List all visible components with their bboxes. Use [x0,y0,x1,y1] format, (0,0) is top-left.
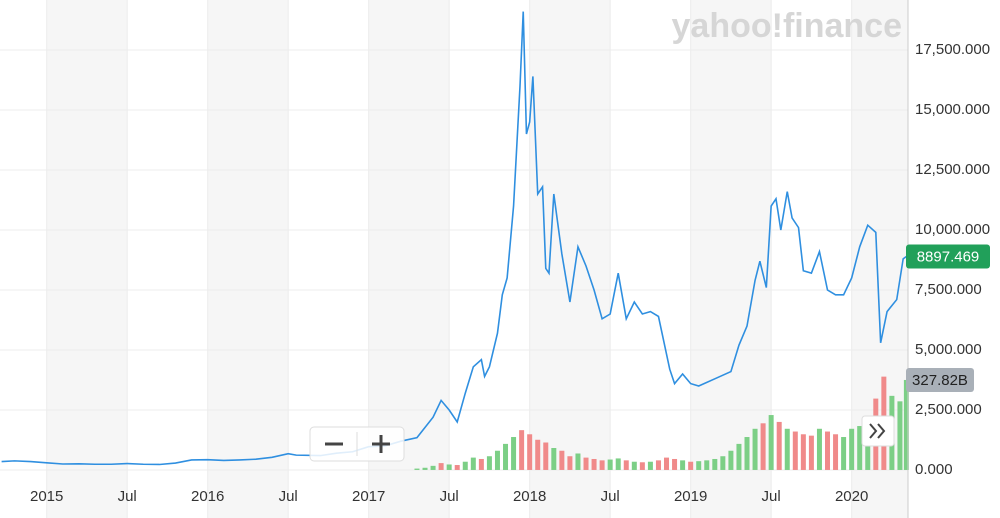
volume-bar [478,458,484,470]
volume-bar [551,448,557,470]
badge-label: 327.82B [912,372,968,389]
volume-bar [808,435,814,470]
volume-bar [897,401,903,470]
x-tick-label: Jul [601,488,620,505]
volume-bar [768,415,774,470]
volume-bar [800,434,806,470]
bands [46,0,908,518]
volume-bar [903,379,909,470]
scroll-icon [869,423,886,439]
volume-bar [527,434,533,470]
y-tick-label: 15,000.000 [915,101,990,118]
volume-bar [639,462,645,470]
volume-bar [736,443,742,470]
logo: yahoo!finance [672,7,902,45]
volume-bar [503,443,509,470]
volume-bar [623,460,629,470]
volume-bar [857,426,863,470]
volume-bar [607,459,613,470]
x-tick-label: Jul [762,488,781,505]
volume-bar [575,453,581,470]
band [46,0,128,518]
zoom-controls[interactable] [309,426,405,462]
price-line [1,11,907,466]
scroll-box[interactable] [861,415,895,447]
scroll-button[interactable] [861,415,895,447]
badge [906,244,990,269]
volume-bar [454,465,460,470]
volume-bar [728,450,734,470]
volume-bar [535,439,541,470]
band [207,0,289,518]
volume-bar [696,461,702,470]
volume-bar [470,457,476,470]
volume-bar [647,461,653,470]
x-tick-label: 2019 [674,488,707,505]
volume-bar [688,461,694,470]
volume-bar [615,458,621,470]
volume-bar [672,458,678,470]
band [690,0,772,518]
price-line [1,11,907,466]
volume-bar [519,430,525,470]
volume-bar [414,468,420,470]
volume-bar [422,467,428,470]
x-tick-label: Jul [118,488,137,505]
volume [414,376,909,470]
volume-bar [744,437,750,470]
badge-label: 8897.469 [917,248,980,265]
volume-bar [816,428,822,470]
volume-bar [486,456,492,470]
volume-bar [680,460,686,470]
volume-bar [511,437,517,470]
badge [906,367,974,392]
x-tick-label: 2015 [30,488,63,505]
y-tick-label: 2,500.000 [915,401,982,418]
volume-bar [462,461,468,470]
volume-bar [776,421,782,470]
volume-bar [583,457,589,470]
volume-bar [591,458,597,470]
volume-bar [865,423,871,470]
volume-bar [631,461,637,470]
volume-bar [825,431,831,470]
volume-bar [712,458,718,470]
x-tick-label: 2017 [352,488,385,505]
volume-bar [760,423,766,470]
y-tick-label: 12,500.000 [915,161,990,178]
volume-bar [752,428,758,470]
volume-bar [849,428,855,470]
volume-bar [784,428,790,470]
x-tick-label: 2018 [513,488,546,505]
volume-bar [655,460,661,470]
volume-bar [567,456,573,470]
volume-bar [704,460,710,470]
y-tick-label: 17,500.000 [915,41,990,58]
y-tick-label: 0.000 [915,461,953,478]
x-tick-label: 2020 [835,488,868,505]
x-tick-label: Jul [279,488,298,505]
volume-bar [543,442,549,470]
volume-bar [720,456,726,470]
y-tick-label: 10,000.000 [915,221,990,238]
y-tick-label: 7,500.000 [915,281,982,298]
volume-bar [664,457,670,470]
volume-bar [559,450,565,470]
x-tick-label: Jul [440,488,459,505]
x-tick-label: 2016 [191,488,224,505]
band [529,0,611,518]
volume-bar [599,460,605,470]
volume-bar [430,465,436,470]
volume-bar [446,464,452,470]
y-tick-label: 5,000.000 [915,341,982,358]
volume-bar [841,437,847,470]
volume-bar [792,431,798,470]
volume-bar [494,450,500,470]
volume-bar [438,463,444,470]
volume-bar [833,434,839,470]
